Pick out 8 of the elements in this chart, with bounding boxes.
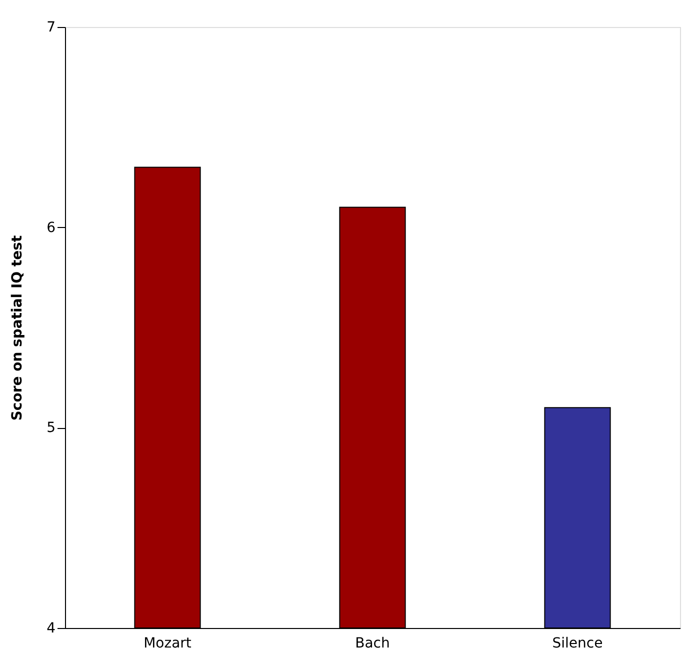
x-tick-label: Silence bbox=[552, 636, 603, 652]
y-tick-label: 6 bbox=[46, 220, 56, 236]
x-tick-label: Mozart bbox=[144, 636, 192, 652]
y-tick-label: 4 bbox=[46, 620, 56, 636]
y-tick-label: 5 bbox=[46, 420, 56, 436]
y-axis-title: Score on spatial IQ test bbox=[10, 235, 26, 421]
y-tick-label: 7 bbox=[46, 20, 56, 36]
x-tick-label: Bach bbox=[355, 636, 390, 652]
